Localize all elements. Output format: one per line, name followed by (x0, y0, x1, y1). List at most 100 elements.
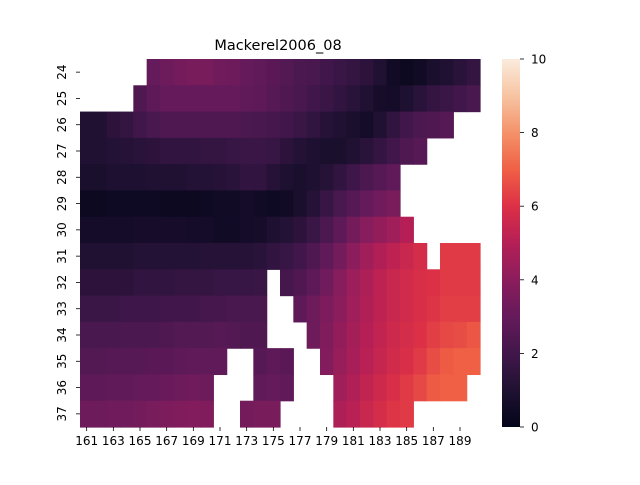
heatmap-cell (453, 348, 468, 376)
heatmap-cell (333, 243, 348, 270)
y-tick-label: 25 (55, 91, 69, 106)
heatmap-cell (213, 348, 228, 376)
y-tick-label: 31 (55, 249, 69, 264)
heatmap-cell (426, 85, 441, 113)
colorbar-gradient (502, 59, 520, 427)
heatmap-cell (333, 216, 348, 244)
heatmap-cell (106, 269, 121, 297)
y-tick-label: 36 (55, 380, 69, 395)
heatmap-cell (160, 295, 174, 323)
heatmap-cell (306, 111, 321, 139)
heatmap-cell (373, 59, 388, 86)
heatmap-cell (413, 243, 428, 270)
heatmap-cell (93, 374, 108, 402)
heatmap-cell (240, 400, 254, 428)
heatmap-cell (360, 374, 374, 402)
y-tick-label: 28 (55, 170, 69, 185)
heatmap-cell (200, 85, 214, 113)
heatmap-cell (346, 85, 361, 113)
heatmap-cell (213, 321, 228, 349)
heatmap-cell (213, 111, 228, 139)
heatmap-cell (346, 269, 361, 297)
heatmap-cell (146, 216, 161, 244)
heatmap-cell (186, 321, 201, 349)
heatmap-cell (146, 243, 161, 270)
heatmap-cell (293, 190, 308, 218)
heatmap-cell (386, 59, 401, 86)
heatmap-cell (320, 85, 334, 113)
heatmap-cell (133, 348, 148, 376)
heatmap-cell (346, 295, 361, 323)
heatmap-cell (360, 269, 374, 297)
heatmap-cells (80, 59, 481, 428)
heatmap-cell (293, 164, 308, 192)
heatmap-cell (186, 85, 201, 113)
heatmap-cell (106, 374, 121, 402)
heatmap-cell (360, 190, 374, 218)
heatmap-cell (173, 295, 188, 323)
heatmap-cell (280, 348, 294, 376)
heatmap-cell (400, 216, 414, 244)
y-tick-label: 32 (55, 275, 69, 290)
heatmap-cell (360, 137, 374, 165)
heatmap-cell (173, 400, 188, 428)
heatmap-cell (253, 374, 268, 402)
heatmap-cell (186, 59, 201, 86)
heatmap-cell (213, 190, 228, 218)
colorbar-tick-label: 2 (531, 347, 539, 361)
heatmap-cell (266, 164, 281, 192)
heatmap-cell (133, 321, 148, 349)
heatmap-cell (333, 59, 348, 86)
heatmap-cell (466, 295, 481, 323)
heatmap-cell (333, 190, 348, 218)
heatmap-cell (373, 374, 388, 402)
heatmap-cell (466, 85, 481, 113)
y-tick-label: 37 (55, 406, 69, 421)
heatmap-cell (93, 295, 108, 323)
heatmap-cell (160, 164, 174, 192)
colorbar: 0 2 4 6 8 10 (502, 53, 546, 435)
heatmap-cell (466, 348, 481, 376)
heatmap-cell (280, 137, 294, 165)
heatmap-cell (386, 216, 401, 244)
heatmap-cell (106, 321, 121, 349)
heatmap-cell (266, 243, 281, 270)
heatmap-cell (226, 190, 241, 218)
heatmap-cell (333, 85, 348, 113)
heatmap-cell (120, 374, 134, 402)
x-tick-label: 181 (342, 434, 365, 448)
heatmap-cell (333, 400, 348, 428)
heatmap-cell (373, 137, 388, 165)
heatmap-cell (360, 243, 374, 270)
heatmap-cell (320, 190, 334, 218)
heatmap-cell (133, 400, 148, 428)
heatmap-cell (80, 111, 94, 139)
heatmap-cell (173, 59, 188, 86)
heatmap-cell (186, 348, 201, 376)
heatmap-cell (293, 269, 308, 297)
heatmap-cell (200, 348, 214, 376)
heatmap-cell (306, 164, 321, 192)
heatmap-cell (80, 190, 94, 218)
heatmap-cell (200, 269, 214, 297)
heatmap-cell (120, 400, 134, 428)
heatmap-cell (93, 216, 108, 244)
heatmap-cell (213, 295, 228, 323)
x-tick-label: 173 (235, 434, 258, 448)
heatmap-cell (306, 85, 321, 113)
heatmap-cell (160, 374, 174, 402)
heatmap-cell (413, 269, 428, 297)
heatmap-cell (280, 111, 294, 139)
heatmap-cell (200, 295, 214, 323)
heatmap-cell (146, 295, 161, 323)
y-tick-label: 27 (55, 143, 69, 158)
x-tick-label: 189 (449, 434, 472, 448)
heatmap-cell (253, 243, 268, 270)
heatmap-cell (120, 348, 134, 376)
heatmap-cell (213, 85, 228, 113)
x-tick-label: 169 (182, 434, 205, 448)
heatmap-cell (386, 190, 401, 218)
heatmap-cell (453, 59, 468, 86)
heatmap-cell (280, 216, 294, 244)
